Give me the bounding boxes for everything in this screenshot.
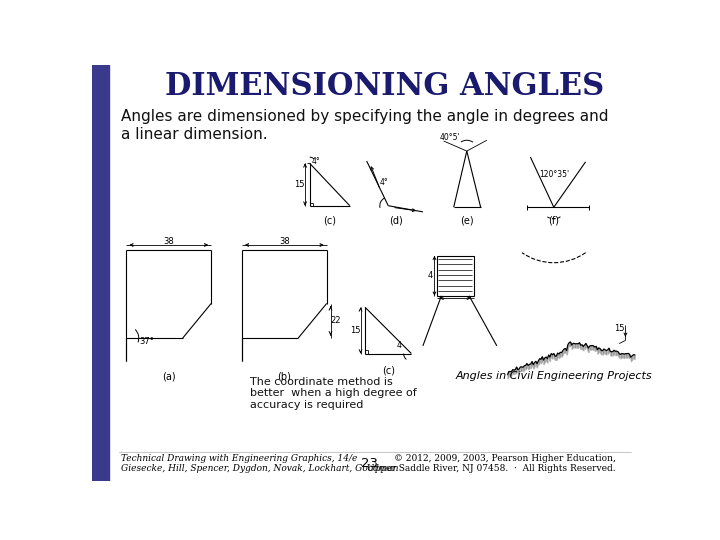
- Text: 38: 38: [279, 237, 289, 246]
- Text: (a): (a): [162, 372, 176, 381]
- Text: The coordinate method is
better  when a high degree of
accuracy is required: The coordinate method is better when a h…: [250, 377, 416, 410]
- Text: 15: 15: [294, 180, 305, 188]
- Bar: [437, 256, 474, 296]
- Text: 38: 38: [163, 237, 174, 246]
- Text: (f): (f): [549, 215, 559, 226]
- Text: 120°35': 120°35': [539, 171, 569, 179]
- Text: 15: 15: [350, 326, 361, 335]
- Text: (c): (c): [382, 365, 395, 375]
- Text: 4°: 4°: [312, 157, 320, 166]
- Text: (b): (b): [277, 372, 291, 381]
- Text: Angles are dimensioned by specifying the angle in degrees and
a linear dimension: Angles are dimensioned by specifying the…: [121, 110, 608, 142]
- Text: Angles in Civil Engineering Projects: Angles in Civil Engineering Projects: [456, 372, 652, 381]
- Text: (d): (d): [389, 215, 402, 226]
- Text: 4°: 4°: [380, 178, 389, 187]
- Text: 15: 15: [614, 323, 624, 333]
- Text: 37°: 37°: [139, 338, 154, 347]
- Text: (e): (e): [460, 215, 474, 226]
- Text: © 2012, 2009, 2003, Pearson Higher Education,
Upper Saddle River, NJ 07458.  ·  : © 2012, 2009, 2003, Pearson Higher Educa…: [366, 454, 616, 474]
- Text: 22: 22: [330, 316, 341, 325]
- Text: Technical Drawing with Engineering Graphics, 14/e
Giesecke, Hill, Spencer, Dygdo: Technical Drawing with Engineering Graph…: [121, 454, 399, 474]
- Bar: [92, 65, 109, 481]
- Text: 4: 4: [427, 271, 433, 280]
- Text: (c): (c): [323, 215, 336, 226]
- Text: 40°5': 40°5': [439, 133, 460, 141]
- Text: 23: 23: [361, 457, 377, 470]
- Text: DIMENSIONING ANGLES: DIMENSIONING ANGLES: [165, 71, 604, 102]
- Text: 4: 4: [397, 341, 402, 350]
